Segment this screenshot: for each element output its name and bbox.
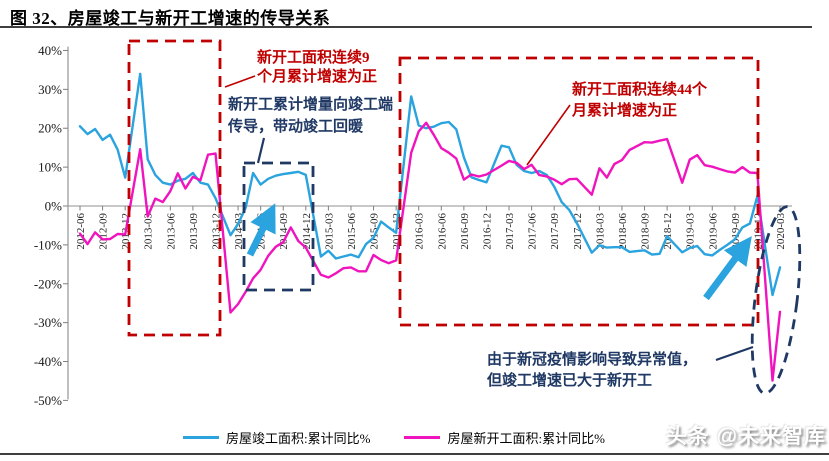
y-axis-label: 30% — [38, 82, 62, 97]
title-divider — [0, 26, 812, 28]
legend-item-new-starts: 房屋新开工面积:累计同比% — [404, 428, 605, 447]
y-axis-label: -50% — [34, 393, 62, 408]
x-axis-label: 2012-09 — [98, 213, 110, 250]
highlight-box-2014-recovery — [242, 161, 315, 292]
annotation-covid-anomaly: 由于新冠疫情影响导致异常值， 但竣工增速已大于新开工 — [487, 352, 698, 389]
x-axis-label: 2018-09 — [640, 213, 652, 250]
x-axis-label: 2015-09 — [369, 213, 381, 250]
y-axis-label: -20% — [34, 276, 62, 291]
recovery-arrow-2014 — [246, 203, 276, 257]
y-axis-label: -10% — [34, 237, 62, 252]
leader-line-ann-9-months — [224, 75, 256, 88]
x-axis-label: 2014-03 — [233, 213, 245, 250]
x-axis-label: 2015-06 — [346, 213, 358, 250]
x-axis-label: 2017-06 — [527, 213, 539, 250]
x-axis-label: 2018-03 — [594, 213, 606, 250]
chart-legend: 房屋竣工面积:累计同比% 房屋新开工面积:累计同比% — [183, 428, 605, 447]
y-axis-label: 0% — [45, 199, 63, 214]
x-axis-label: 2015-03 — [323, 213, 335, 250]
bottom-divider — [0, 453, 829, 455]
x-axis-label: 2019-03 — [685, 213, 697, 250]
legend-item-completion: 房屋竣工面积:累计同比% — [183, 428, 370, 447]
legend-label-completion: 房屋竣工面积:累计同比% — [226, 431, 371, 446]
annotation-9-months-positive: 新开工面积连续9 个月累计增速为正 — [257, 50, 378, 85]
leader-line-ann-transmission — [256, 137, 266, 164]
y-axis-label: -40% — [34, 354, 62, 369]
y-axis-label: 40% — [38, 43, 62, 58]
recovery-arrow-2019 — [703, 236, 752, 301]
highlight-box-2013 — [127, 39, 222, 337]
x-axis-label: 2012-06 — [75, 213, 87, 250]
y-axis-label: 10% — [38, 160, 62, 175]
series-line-new_starts — [78, 121, 782, 382]
x-axis-label: 2013-03 — [143, 213, 155, 250]
completion-line-swatch — [183, 436, 219, 439]
watermark: 头条 @未来智库 — [665, 425, 826, 448]
x-axis-label: 2019-06 — [707, 213, 719, 250]
legend-label-new-starts: 房屋新开工面积:累计同比% — [447, 431, 605, 446]
new-starts-line-swatch — [404, 436, 441, 439]
x-axis-label: 2014-12 — [301, 213, 313, 250]
x-axis-label: 2020-03 — [775, 213, 787, 250]
x-axis-label: 2016-03 — [414, 213, 426, 250]
x-axis-label: 2017-09 — [549, 213, 561, 250]
y-axis-label: 20% — [38, 121, 62, 136]
highlight-ellipse-2020-anomaly — [750, 205, 802, 395]
annotation-transmission: 新开工累计增量向竣工端 传导，带动竣工回暖 — [228, 97, 394, 135]
x-axis-label: 2016-06 — [436, 213, 448, 250]
highlight-box-2016-2019 — [398, 56, 760, 327]
annotation-44-months-positive: 新开工面积连续44个 月累计增速为正 — [572, 82, 708, 119]
x-axis-label: 2016-09 — [459, 213, 471, 250]
x-axis-label: 2013-06 — [165, 213, 177, 250]
x-axis-label: 2014-09 — [278, 213, 290, 250]
x-axis-label: 2013-09 — [188, 213, 200, 250]
chart-title: 图 32、房屋竣工与新开工增速的传导关系 — [10, 9, 331, 28]
y-axis-label: -30% — [34, 315, 62, 330]
x-axis-label: 2017-12 — [572, 213, 584, 250]
x-axis-label: 2018-06 — [617, 213, 629, 250]
leader-line-ann-covid — [715, 345, 754, 362]
x-axis-label: 2017-03 — [504, 213, 516, 250]
leader-line-ann-44-months — [526, 104, 571, 166]
x-axis-label: 2016-12 — [481, 213, 493, 250]
